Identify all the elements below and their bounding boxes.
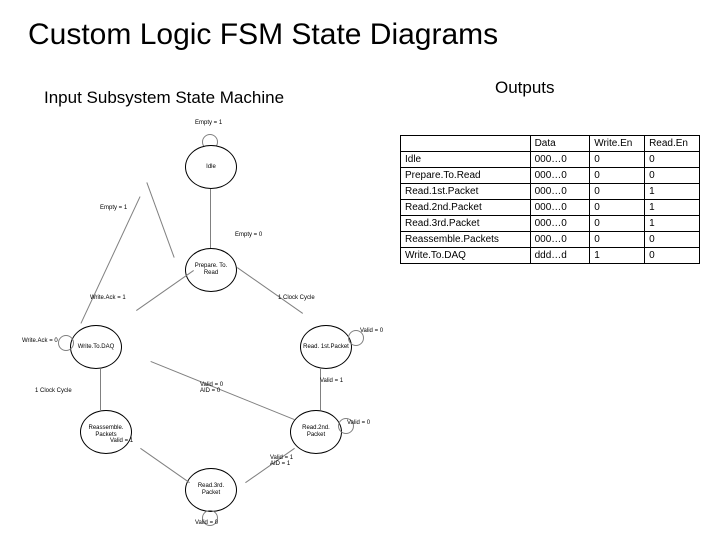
outputs-heading: Outputs	[495, 78, 555, 98]
edge-arrow	[237, 267, 303, 314]
state-write-daq: Write.To.DAQ	[70, 325, 122, 369]
state-label: Read.3rd. Packet	[188, 483, 234, 496]
state-read3: Read.3rd. Packet	[185, 468, 237, 512]
edge-label: Empty = 1	[195, 120, 222, 126]
edge-arrow	[320, 369, 321, 410]
table-cell: 0	[645, 168, 700, 184]
table-cell: Read.3rd.Packet	[401, 216, 531, 232]
table-row: Idle000…000	[401, 152, 700, 168]
table-cell: 1	[645, 216, 700, 232]
edge-label: Valid = 1	[320, 378, 343, 384]
subtitle: Input Subsystem State Machine	[44, 88, 284, 108]
outputs-table: Data Write.En Read.En Idle000…000Prepare…	[400, 135, 700, 264]
table-header-row: Data Write.En Read.En	[401, 136, 700, 152]
table-header: Read.En	[645, 136, 700, 152]
table-cell: Reassemble.Packets	[401, 232, 531, 248]
table-row: Read.3rd.Packet000…001	[401, 216, 700, 232]
edge-label: 1 Clock Cycle	[35, 388, 72, 394]
table-header: Data	[530, 136, 590, 152]
table-cell: Write.To.DAQ	[401, 248, 531, 264]
table-cell: 000…0	[530, 152, 590, 168]
state-idle: Idle	[185, 145, 237, 189]
table-cell: 0	[590, 152, 645, 168]
table-cell: Read.1st.Packet	[401, 184, 531, 200]
table-cell: 0	[645, 248, 700, 264]
state-label: Read. 1st.Packet	[303, 344, 349, 351]
table-row: Write.To.DAQddd…d10	[401, 248, 700, 264]
edge-label: Write.Ack = 0	[22, 338, 58, 344]
edge-label: Valid = 0	[347, 420, 370, 426]
table-cell: 000…0	[530, 168, 590, 184]
state-read1: Read. 1st.Packet	[300, 325, 352, 369]
table-cell: ddd…d	[530, 248, 590, 264]
edge-arrow	[136, 270, 194, 311]
table-cell: 0	[590, 168, 645, 184]
write-daq-self-loop	[58, 335, 74, 351]
table-cell: 0	[590, 184, 645, 200]
edge-label: Valid = 1AID = 1	[270, 455, 293, 467]
state-label: Write.To.DAQ	[78, 344, 115, 351]
edge-label: Valid = 0	[195, 520, 218, 526]
table-row: Prepare.To.Read000…000	[401, 168, 700, 184]
table-header	[401, 136, 531, 152]
state-label: Read.2nd. Packet	[293, 425, 339, 438]
edge-arrow	[100, 369, 101, 410]
table-cell: 0	[590, 232, 645, 248]
table-cell: 000…0	[530, 200, 590, 216]
table-body: Idle000…000Prepare.To.Read000…000Read.1s…	[401, 152, 700, 264]
edge-arrow	[210, 189, 211, 248]
table-cell: Prepare.To.Read	[401, 168, 531, 184]
table-cell: 0	[590, 200, 645, 216]
edge-arrow	[140, 448, 190, 483]
edge-label: Valid = 1	[110, 438, 133, 444]
table-header: Write.En	[590, 136, 645, 152]
table-cell: 0	[645, 232, 700, 248]
table-cell: 1	[590, 248, 645, 264]
table-cell: 0	[590, 216, 645, 232]
state-label: Idle	[206, 164, 216, 171]
table-cell: 1	[645, 200, 700, 216]
table-cell: Idle	[401, 152, 531, 168]
outputs-table-wrap: Data Write.En Read.En Idle000…000Prepare…	[400, 135, 700, 264]
edge-label: 1 Clock Cycle	[278, 295, 315, 301]
edge-label: Valid = 0AID = 0	[200, 382, 223, 394]
state-label: Prepare. To. Read	[188, 263, 234, 276]
state-label: Reassemble. Packets	[83, 425, 129, 438]
edge-label: Write.Ack = 1	[90, 295, 126, 301]
table-row: Reassemble.Packets000…000	[401, 232, 700, 248]
table-row: Read.1st.Packet000…001	[401, 184, 700, 200]
state-reassemble: Reassemble. Packets	[80, 410, 132, 454]
edge-label: Empty = 1	[100, 205, 127, 211]
slide-title: Custom Logic FSM State Diagrams	[28, 18, 498, 52]
table-cell: Read.2nd.Packet	[401, 200, 531, 216]
edge-arrow	[146, 182, 174, 258]
table-row: Read.2nd.Packet000…001	[401, 200, 700, 216]
table-cell: 1	[645, 184, 700, 200]
table-cell: 000…0	[530, 232, 590, 248]
table-cell: 000…0	[530, 184, 590, 200]
edge-label: Valid = 0	[360, 328, 383, 334]
table-cell: 0	[645, 152, 700, 168]
fsm-diagram: Idle Prepare. To. Read Write.To.DAQ Read…	[40, 120, 400, 520]
edge-arrow	[80, 196, 140, 323]
table-cell: 000…0	[530, 216, 590, 232]
state-read2: Read.2nd. Packet	[290, 410, 342, 454]
edge-label: Empty = 0	[235, 232, 262, 238]
